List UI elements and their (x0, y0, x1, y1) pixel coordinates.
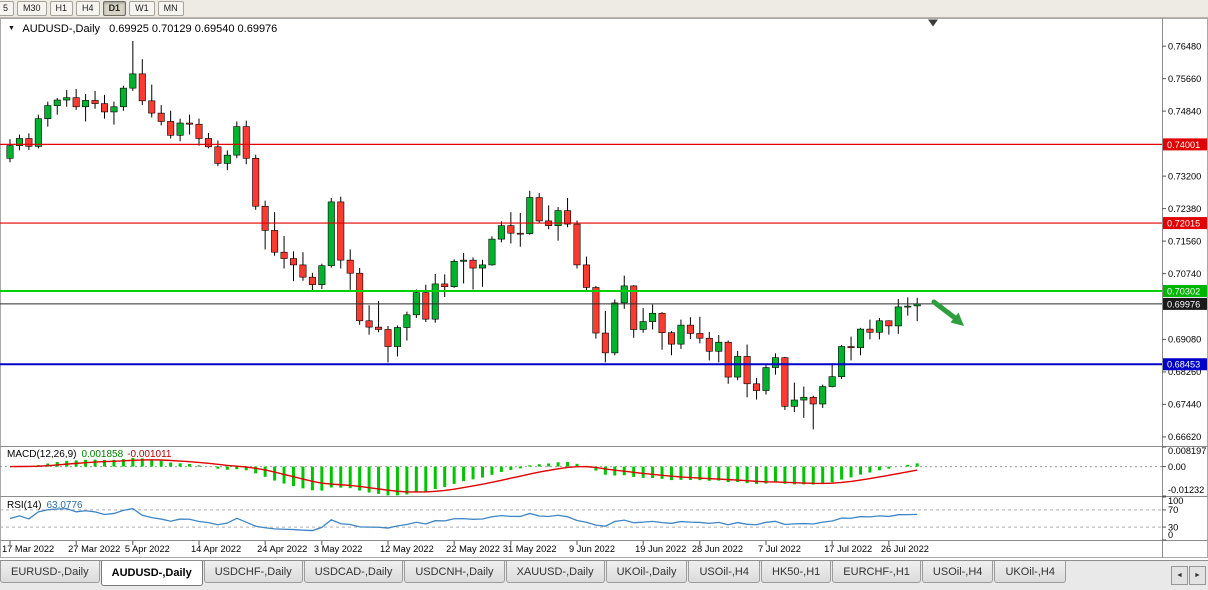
macd-pane: 0.008197 0.00 -0.01232 (0, 446, 1206, 497)
svg-text:0.74840: 0.74840 (1168, 106, 1201, 116)
svg-text:-0.01232: -0.01232 (1168, 485, 1204, 495)
svg-text:0.73200: 0.73200 (1168, 171, 1201, 181)
svg-text:9 Jun 2022: 9 Jun 2022 (569, 544, 615, 554)
annotations-layer[interactable] (928, 19, 964, 327)
svg-text:0.69080: 0.69080 (1168, 335, 1201, 345)
timeframe-toolbar: 5 M30 H1 H4 D1 W1 MN (0, 0, 1208, 18)
svg-text:0.72380: 0.72380 (1168, 204, 1201, 214)
horizontal-lines-layer (0, 143, 1162, 366)
macd-name: MACD(12,26,9) (7, 449, 77, 460)
chart-background (0, 18, 1208, 558)
chart-tab-eurchf-h1[interactable]: EURCHF-,H1 (832, 561, 921, 583)
trend-arrow-head-icon (950, 312, 964, 326)
svg-text:26 Jul 2022: 26 Jul 2022 (881, 544, 929, 554)
trend-arrow-icon (931, 299, 958, 321)
svg-text:0.76480: 0.76480 (1168, 41, 1201, 51)
svg-text:30: 30 (1168, 522, 1178, 532)
svg-text:12 May 2022: 12 May 2022 (380, 544, 434, 554)
timeframe-button-m30[interactable]: M30 (17, 1, 47, 16)
tab-scroll-right-icon[interactable]: ► (1189, 566, 1206, 585)
chart-tab-hk50-h1[interactable]: HK50-,H1 (761, 561, 832, 583)
svg-text:0.00: 0.00 (1168, 462, 1186, 472)
svg-text:0.67440: 0.67440 (1168, 400, 1201, 410)
candles-layer (6, 40, 921, 430)
rsi-value: 63.0776 (46, 500, 83, 511)
svg-text:27 Mar 2022: 27 Mar 2022 (68, 544, 120, 554)
svg-text:3 May 2022: 3 May 2022 (314, 544, 363, 554)
timeframe-button-5[interactable]: 5 (0, 1, 15, 16)
timeframe-button-mn[interactable]: MN (157, 1, 184, 16)
price-axis: 0.76480 0.75660 0.74840 0.73200 0.72380 0.715… (1162, 41, 1207, 442)
macd-indicator-label: MACD(12,26,9) 0.001858 -0.001011 (7, 449, 171, 460)
svg-text:7 Jul 2022: 7 Jul 2022 (758, 544, 801, 554)
chart-tab-usdcad-daily[interactable]: USDCAD-,Daily (303, 561, 404, 583)
chart-tab-usdcnh-daily[interactable]: USDCNH-,Daily (404, 561, 505, 583)
svg-text:0.72015: 0.72015 (1167, 218, 1200, 228)
chart-tab-ukoil-h4[interactable]: UKOil-,H4 (994, 561, 1066, 583)
chart-symbol-label: AUDUSD-,Daily (22, 23, 101, 35)
macd-signal-value: -0.001011 (127, 449, 172, 460)
svg-text:0.71560: 0.71560 (1168, 236, 1201, 246)
svg-text:17 Jul 2022: 17 Jul 2022 (824, 544, 872, 554)
svg-text:0.70740: 0.70740 (1168, 269, 1201, 279)
chart-tab-usoil-h4[interactable]: USOil-,H4 (921, 561, 994, 583)
svg-text:5 Apr 2022: 5 Apr 2022 (125, 544, 170, 554)
svg-text:0.66620: 0.66620 (1168, 432, 1201, 442)
svg-text:0.68260: 0.68260 (1168, 367, 1201, 377)
timeframe-button-h1[interactable]: H1 (49, 1, 74, 16)
svg-text:28 Jun 2022: 28 Jun 2022 (692, 544, 743, 554)
chart-tab-usoil-h4[interactable]: USOil-,H4 (688, 561, 760, 583)
svg-text:0.75660: 0.75660 (1168, 74, 1201, 84)
macd-main-value: 0.001858 (81, 449, 124, 460)
chart-ohlc-values: 0.69925 0.70129 0.69540 0.69976 (109, 23, 278, 35)
svg-text:70: 70 (1168, 505, 1178, 515)
chart-shift-marker-icon[interactable] (928, 19, 938, 27)
chart-tab-ukoil-daily[interactable]: UKOil-,Daily (605, 561, 688, 583)
rsi-indicator-label: RSI(14) 63.0776 (7, 500, 83, 511)
svg-text:0.68453: 0.68453 (1167, 360, 1200, 370)
timeframe-button-h4[interactable]: H4 (76, 1, 100, 16)
chart-tab-usdchf-daily[interactable]: USDCHF-,Daily (203, 561, 303, 583)
svg-text:24 Apr 2022: 24 Apr 2022 (257, 544, 307, 554)
chart-tab-eurusd-daily[interactable]: EURUSD-,Daily (0, 561, 100, 583)
tab-scroll-controls: ◄ ► (1169, 561, 1208, 590)
svg-text:22 May 2022: 22 May 2022 (446, 544, 500, 554)
chart-canvas[interactable]: 0.76480 0.75660 0.74840 0.73200 0.72380 0.715… (0, 18, 1208, 558)
date-axis: 17 Mar 2022 27 Mar 2022 5 Apr 2022 14 Apr 2… (2, 541, 929, 554)
svg-text:19 Jun 2022: 19 Jun 2022 (635, 544, 686, 554)
svg-text:31 May 2022: 31 May 2022 (503, 544, 557, 554)
svg-text:0.69976: 0.69976 (1167, 299, 1200, 309)
svg-text:14 Apr 2022: 14 Apr 2022 (191, 544, 241, 554)
svg-text:0: 0 (1168, 530, 1173, 540)
chart-tab-xauusd-daily[interactable]: XAUUSD-,Daily (505, 561, 605, 583)
symbol-dropdown-icon[interactable]: ▼ (8, 25, 15, 32)
svg-text:100: 100 (1168, 496, 1183, 506)
timeframe-button-w1[interactable]: W1 (129, 1, 155, 16)
svg-text:17 Mar 2022: 17 Mar 2022 (2, 544, 54, 554)
tab-scroll-left-icon[interactable]: ◄ (1171, 566, 1188, 585)
chart-tab-bar: EURUSD-,Daily AUDUSD-,Daily USDCHF-,Daily U… (0, 560, 1208, 590)
timeframe-button-d1[interactable]: D1 (102, 1, 127, 16)
svg-text:0.74001: 0.74001 (1167, 140, 1200, 150)
svg-text:0.008197: 0.008197 (1168, 446, 1206, 456)
svg-text:0.70302: 0.70302 (1167, 286, 1200, 296)
rsi-name: RSI(14) (7, 500, 42, 511)
chart-tab-audusd-daily[interactable]: AUDUSD-,Daily (100, 561, 203, 586)
chart-title: ▼ AUDUSD-,Daily 0.69925 0.70129 0.69540 … (8, 23, 277, 35)
